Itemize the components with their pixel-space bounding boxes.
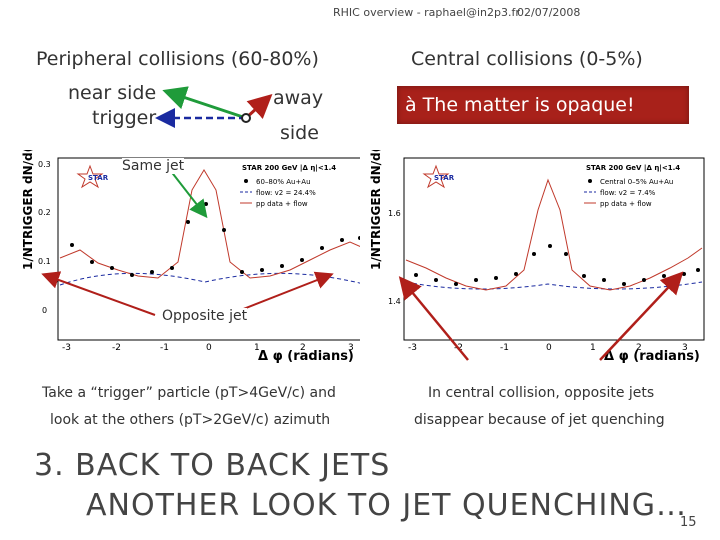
right-ylabel: 1/NTRIGGER dN/d(Δ φ) bbox=[369, 150, 383, 270]
page-number: 15 bbox=[680, 515, 697, 530]
trigger-point bbox=[241, 113, 251, 123]
left-ytick: 0.2 bbox=[38, 208, 51, 217]
left-data-points bbox=[70, 202, 360, 277]
left-legend-2: flow: v2 = 24.4% bbox=[256, 189, 316, 197]
right-plot: 1/NTRIGGER dN/d(Δ φ) 1.6 1.4 -3 -2 -1 0 … bbox=[368, 150, 708, 365]
legend-marker-icon bbox=[588, 179, 592, 183]
right-legend-1: Central 0–5% Au+Au bbox=[600, 178, 673, 186]
side-label: side bbox=[280, 122, 319, 144]
right-xtick: -3 bbox=[408, 343, 417, 353]
opaque-banner bbox=[397, 86, 689, 124]
left-legend-3: pp data + flow bbox=[256, 200, 308, 208]
right-arrow-left bbox=[398, 276, 469, 361]
flow-curve bbox=[405, 281, 703, 290]
left-caption-2: look at the others (pT>2GeV/c) azimuth bbox=[50, 412, 331, 428]
pp-flow-step bbox=[59, 169, 360, 279]
star-logo-icon bbox=[422, 164, 450, 189]
trigger-diagram bbox=[155, 86, 273, 128]
header-text: RHIC overview - raphael@in2p3.fr bbox=[333, 6, 520, 19]
right-legend-2: flow: v2 = 7.4% bbox=[600, 189, 656, 197]
right-title: Central collisions (0-5%) bbox=[411, 48, 643, 70]
right-caption-1: In central collision, opposite jets bbox=[428, 385, 655, 401]
right-xtick: 2 bbox=[636, 343, 642, 353]
right-xtick: 1 bbox=[590, 343, 596, 353]
left-caption-1: Take a “trigger” particle (pT>4GeV/c) an… bbox=[42, 385, 336, 401]
right-caption-2: disappear because of jet quenching bbox=[414, 412, 665, 428]
header-date: 02/07/2008 bbox=[517, 6, 581, 19]
right-legend-title: STAR 200 GeV |Δ η|<1.4 bbox=[586, 164, 680, 173]
left-xlabel: Δ φ (radians) bbox=[258, 349, 354, 364]
right-xtick: 3 bbox=[682, 343, 688, 353]
left-title: Peripheral collisions (60-80%) bbox=[36, 48, 319, 70]
same-jet-label: Same jet bbox=[122, 158, 185, 174]
near-side-arrow bbox=[162, 86, 247, 120]
left-ytick: 0.1 bbox=[38, 257, 51, 266]
right-star-text: STAR bbox=[434, 174, 455, 182]
near-side-label: near side bbox=[68, 82, 157, 104]
flow-curve bbox=[59, 272, 360, 286]
left-xtick: -2 bbox=[112, 343, 121, 353]
right-xlabel: Δ φ (radians) bbox=[604, 349, 700, 364]
left-ylabel: 1/NTRIGGER dN/d(Δ φ) bbox=[21, 150, 35, 270]
trigger-label: trigger bbox=[92, 107, 157, 129]
opaque-text: à The matter is opaque! bbox=[405, 94, 635, 116]
right-legend-3: pp data + flow bbox=[600, 200, 652, 208]
left-plot: 1/NTRIGGER dN/d(Δ φ) 0.3 0.2 0.1 0 -3 -2… bbox=[20, 150, 360, 365]
left-plot-frame bbox=[57, 157, 360, 341]
left-xtick: 0 bbox=[206, 343, 212, 353]
right-plot-frame bbox=[403, 157, 705, 341]
star-logo-icon bbox=[76, 164, 104, 189]
left-ytick: 0 bbox=[42, 306, 47, 315]
opposite-jet-arrow-left bbox=[41, 271, 156, 316]
away-label: away bbox=[273, 87, 324, 109]
legend-marker-icon bbox=[244, 179, 248, 183]
right-xtick: -1 bbox=[500, 343, 509, 353]
opposite-jet-label: Opposite jet bbox=[162, 308, 248, 324]
left-legend-title: STAR 200 GeV |Δ η|<1.4 bbox=[242, 164, 336, 173]
footer-line-1: 3. BACK TO BACK JETS bbox=[34, 448, 391, 483]
left-xtick: -1 bbox=[160, 343, 169, 353]
right-xtick: 0 bbox=[546, 343, 552, 353]
right-ytick: 1.6 bbox=[388, 209, 401, 218]
footer-line-2: ANOTHER LOOK TO JET QUENCHING… bbox=[86, 488, 688, 523]
left-xtick: -3 bbox=[62, 343, 71, 353]
right-arrow-right bbox=[599, 271, 684, 361]
right-ytick: 1.4 bbox=[388, 297, 401, 306]
pp-flow-step bbox=[405, 178, 703, 291]
left-xtick: 3 bbox=[348, 343, 354, 353]
left-xtick: 2 bbox=[300, 343, 306, 353]
left-ytick: 0.3 bbox=[38, 160, 51, 169]
same-jet-arrow bbox=[169, 169, 208, 219]
left-legend-1: 60–80% Au+Au bbox=[256, 178, 311, 186]
left-star-text: STAR bbox=[88, 174, 109, 182]
left-xtick: 1 bbox=[254, 343, 260, 353]
